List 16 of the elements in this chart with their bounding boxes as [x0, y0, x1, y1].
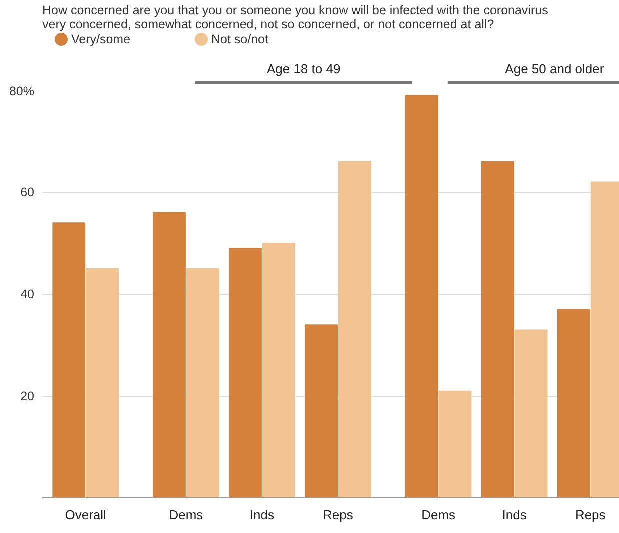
x-tick-label: Inds [502, 508, 528, 522]
chart-title: How concerned are you that you or someone you know will be infected with the coronavirus very concerned, somewhat concerned, not so concerned, or not concerned at all? [42, 4, 548, 32]
text: Age 50 and older [505, 62, 605, 76]
y-tick-label: 40 [20, 288, 35, 302]
x-tick-label: Inds [250, 508, 275, 522]
x-tick-label: Dems [422, 508, 456, 522]
y-tick-label: 60 [20, 186, 35, 200]
y-tick-label: 20 [20, 390, 35, 404]
y-tick-label: 80% [9, 84, 35, 98]
legend-label: Not so/not [212, 32, 270, 46]
x-tick-label: Reps [323, 508, 354, 522]
legend-label: Very/some [72, 32, 131, 46]
x-tick-label: Dems [169, 508, 204, 522]
x-tick-label: Overall [65, 508, 107, 522]
text: Age 18 to 49 [266, 62, 341, 76]
x-tick-label: Reps [575, 508, 606, 522]
